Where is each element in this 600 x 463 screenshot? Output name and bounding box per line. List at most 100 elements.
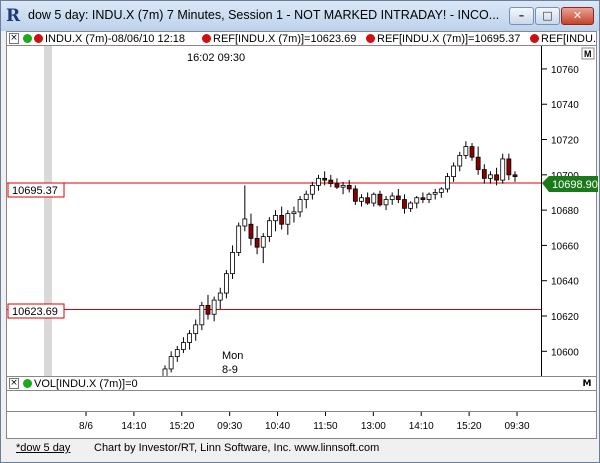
time-tick-label: 13:00 bbox=[361, 421, 386, 432]
last-price-marker bbox=[542, 176, 598, 192]
chart-tab[interactable]: *dow 5 day bbox=[16, 442, 71, 454]
candle-body bbox=[328, 179, 334, 185]
time-tick-label: 10:40 bbox=[265, 421, 290, 432]
candle-body bbox=[395, 195, 401, 200]
price-tick-label: 10660 bbox=[551, 241, 579, 252]
red-dot-icon bbox=[34, 34, 43, 43]
time-tick-label: 15:20 bbox=[169, 421, 194, 432]
time-axis-ticks: 8/6 14:10 15:20 09:30 10:40 11:50 13:00 14:10 15… bbox=[79, 412, 530, 432]
volume-legend[interactable]: VOL[INDU.X (7m)]=0 bbox=[23, 378, 138, 390]
window-title: dow 5 day: INDU.X (7m) 7 Minutes, Sessio… bbox=[28, 8, 500, 22]
legend-ref2-label: REF[INDU.X (7m)]=10695.37 bbox=[377, 33, 521, 45]
candle-body bbox=[211, 299, 217, 315]
time-axis-svg: 8/6 14:10 15:20 09:30 10:40 11:50 13:00 14:10 15… bbox=[79, 412, 530, 432]
close-button[interactable]: ✕ bbox=[561, 7, 594, 25]
candle-body bbox=[187, 333, 192, 343]
volume-pane[interactable] bbox=[6, 391, 597, 411]
time-axis[interactable]: 8/6 14:10 15:20 09:30 10:40 11:50 13:00 14:10 15… bbox=[6, 411, 597, 439]
candle-body bbox=[291, 211, 297, 215]
time-tick-label: 14:10 bbox=[409, 421, 434, 432]
minimize-button[interactable]: – bbox=[509, 7, 534, 25]
volume-close-icon[interactable]: × bbox=[9, 378, 19, 389]
legend-ref3-label: REF[INDU.X (7m bbox=[541, 33, 596, 45]
candle-body bbox=[377, 193, 383, 206]
candle-body bbox=[340, 185, 346, 188]
red-dot-icon bbox=[366, 34, 375, 43]
candle-body bbox=[426, 193, 432, 200]
time-tick-label: 09:30 bbox=[504, 421, 529, 432]
price-tick-label: 10760 bbox=[551, 65, 579, 76]
reference-lines bbox=[7, 182, 542, 310]
candle-body bbox=[408, 202, 414, 209]
candle-body bbox=[199, 305, 205, 326]
day-label-date: 8-9 bbox=[222, 364, 238, 376]
legend-symbol[interactable]: INDU.X (7m)-08/06/10 12:18 bbox=[23, 33, 185, 45]
credit-text: Chart by Investor/RT, Linn Software, Inc… bbox=[94, 442, 380, 454]
time-tick-label: 09:30 bbox=[217, 421, 242, 432]
candle-body bbox=[488, 174, 493, 179]
price-axis[interactable]: 1060010620106401066010680107001072010740… bbox=[541, 46, 598, 376]
candle-body bbox=[309, 185, 315, 195]
green-dot-icon bbox=[23, 379, 32, 388]
candle-body bbox=[303, 193, 309, 200]
maximize-button[interactable]: □ bbox=[535, 7, 560, 25]
candle-body bbox=[420, 197, 426, 200]
candle-body bbox=[273, 215, 278, 222]
price-chart-pane[interactable]: 16:02 09:30 Mon 8-9 10623.69 10695.37 bbox=[6, 46, 542, 384]
candle-body bbox=[512, 174, 518, 177]
candle-body bbox=[494, 174, 499, 181]
candle-body bbox=[414, 197, 420, 204]
price-chart-svg[interactable]: 16:02 09:30 Mon 8-9 10623.69 10695.37 bbox=[7, 46, 542, 384]
candle-body bbox=[174, 349, 180, 357]
time-header-label: 16:02 09:30 bbox=[187, 52, 245, 64]
volume-legend-bar: × VOL[INDU.X (7m)]=0 M bbox=[6, 376, 597, 391]
chart-maximize-box[interactable] bbox=[581, 47, 595, 60]
candle-body bbox=[193, 324, 199, 335]
green-dot-icon bbox=[23, 34, 32, 43]
candle-body bbox=[506, 158, 512, 176]
time-tick-label: 14:10 bbox=[121, 421, 146, 432]
legend-ref1-label: REF[INDU.X (7m)]=10623.69 bbox=[213, 33, 357, 45]
legend-ref2[interactable]: REF[INDU.X (7m)]=10695.37 bbox=[366, 33, 520, 45]
candle-body bbox=[242, 218, 248, 227]
candle-body bbox=[236, 225, 242, 253]
volume-maximize-icon[interactable]: M bbox=[582, 379, 592, 389]
ref-label-2-box: 10695.37 bbox=[7, 182, 65, 198]
candle-body bbox=[224, 273, 229, 294]
candle-body bbox=[463, 146, 469, 156]
candle-body bbox=[205, 305, 211, 315]
candle-body bbox=[500, 158, 506, 181]
candle-body bbox=[254, 237, 260, 248]
red-dot-icon bbox=[202, 34, 211, 43]
price-axis-svg: 1060010620106401066010680107001072010740… bbox=[542, 47, 598, 358]
candle-body bbox=[481, 169, 487, 179]
legend-ref3[interactable]: REF[INDU.X (7m bbox=[530, 33, 596, 45]
candle-body bbox=[402, 199, 407, 209]
day-label-mon: Mon bbox=[222, 350, 243, 362]
price-tick-label: 10600 bbox=[551, 347, 579, 358]
candle-body bbox=[451, 165, 456, 177]
price-tick-label: 10720 bbox=[551, 136, 579, 147]
app-logo-icon: R bbox=[6, 6, 21, 26]
legend-ref1[interactable]: REF[INDU.X (7m)]=10623.69 bbox=[202, 33, 356, 45]
candle-body bbox=[297, 199, 303, 213]
price-tick-label: 10640 bbox=[551, 277, 579, 288]
candle-body bbox=[445, 176, 450, 190]
chart-maximize-icon[interactable]: M bbox=[584, 49, 592, 59]
candle-body bbox=[162, 368, 168, 379]
last-price-label: 10698.90 bbox=[552, 179, 598, 191]
legend-close-icon[interactable]: × bbox=[9, 33, 19, 44]
candle-body bbox=[346, 185, 352, 190]
candle-body bbox=[334, 183, 340, 188]
ref-label-2: 10695.37 bbox=[12, 185, 58, 197]
ref-label-1-box: 10623.69 bbox=[7, 303, 65, 319]
candle-body bbox=[383, 199, 389, 206]
candle-body bbox=[260, 236, 266, 248]
price-tick-label: 10620 bbox=[551, 312, 579, 323]
candle-body bbox=[217, 292, 223, 301]
legend-symbol-label: INDU.X (7m)-08/06/10 12:18 bbox=[45, 33, 186, 45]
candle-body bbox=[322, 177, 328, 181]
title-bar[interactable]: R dow 5 day: INDU.X (7m) 7 Minutes, Sess… bbox=[1, 1, 599, 31]
candle-body bbox=[352, 188, 358, 202]
candle-body bbox=[389, 195, 395, 200]
